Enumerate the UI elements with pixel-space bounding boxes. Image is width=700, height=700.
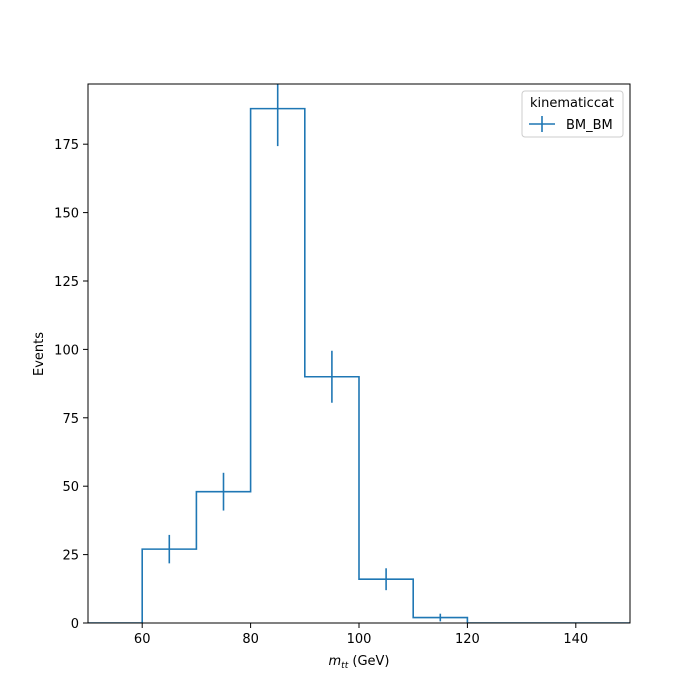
x-tick-label: 140 xyxy=(563,632,588,647)
legend-box xyxy=(521,90,624,138)
x-axis-title: mtt (GeV) xyxy=(329,654,390,671)
y-tick-label: 100 xyxy=(54,343,79,358)
x-tick-label: 120 xyxy=(455,632,480,647)
x-tick-label: 60 xyxy=(134,632,151,647)
x-tick-label: 100 xyxy=(347,632,372,647)
y-tick-label: 25 xyxy=(62,549,79,564)
legend: kinematiccat BM_BM xyxy=(521,90,624,138)
y-tick-label: 175 xyxy=(54,138,79,153)
legend-title: kinematiccat xyxy=(530,96,614,111)
legend-entry-bm-bm: BM_BM xyxy=(566,118,613,133)
x-axis: 60 80 100 120 140 xyxy=(134,623,588,647)
x-axis-title-unit: (GeV) xyxy=(348,654,389,669)
x-axis-title-sub: tt xyxy=(341,661,349,671)
y-tick-label: 75 xyxy=(62,412,79,427)
y-axis: 0 25 50 75 100 125 150 175 xyxy=(54,138,88,632)
y-tick-label: 50 xyxy=(62,480,79,495)
y-axis-title: Events xyxy=(32,332,47,376)
y-tick-label: 0 xyxy=(71,617,79,632)
x-tick-label: 80 xyxy=(242,632,259,647)
y-tick-label: 125 xyxy=(54,275,79,290)
y-tick-label: 150 xyxy=(54,207,79,222)
x-axis-title-main: m xyxy=(329,654,342,669)
plot-area xyxy=(88,84,630,623)
